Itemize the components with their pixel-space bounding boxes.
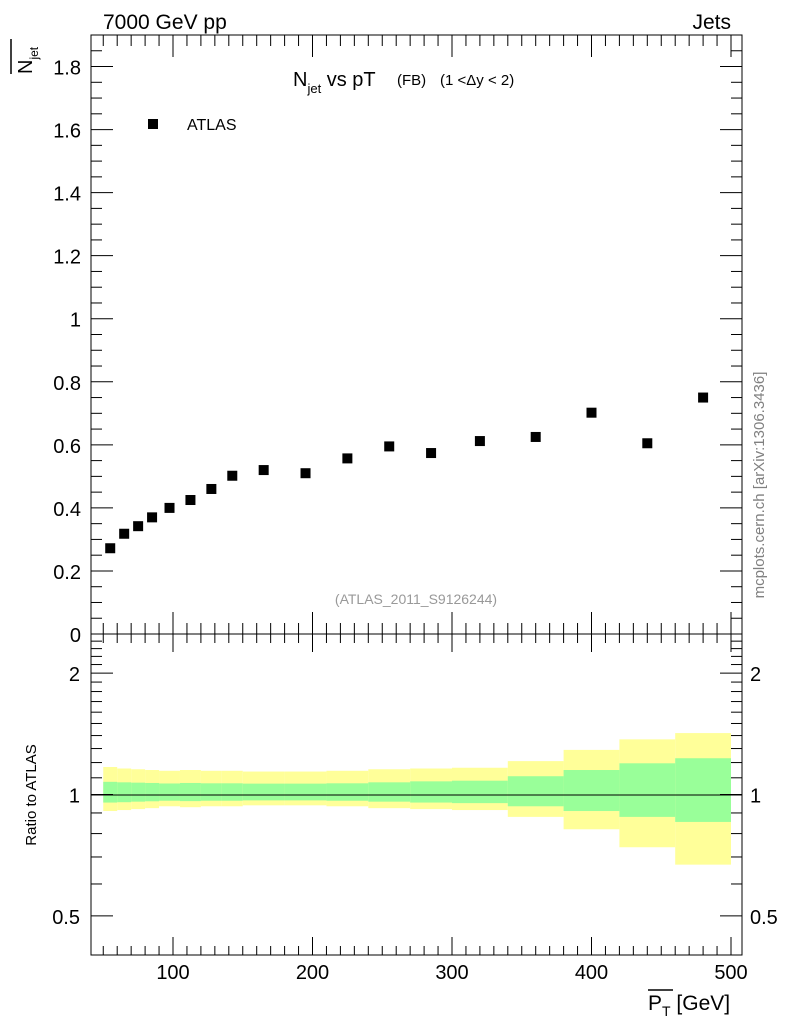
- x-label-unit: [GeV]: [671, 992, 731, 1015]
- ratio-y-tick-label-right: 0.5: [750, 907, 778, 929]
- ratio-stat-band-bin: [242, 783, 285, 801]
- ratio-stat-band-bin: [117, 782, 132, 803]
- atlas-data-point: [642, 438, 653, 449]
- atlas-data-point: [300, 468, 311, 479]
- atlas-data-point: [586, 407, 597, 418]
- legend-label-atlas: ATLAS: [187, 117, 237, 134]
- x-label-sub: T: [662, 1003, 671, 1019]
- ratio-uncertainty-bands: [103, 733, 731, 865]
- atlas-data-point: [147, 512, 158, 523]
- header-right-label: Jets: [692, 11, 731, 34]
- x-tick-label: 300: [435, 962, 468, 984]
- atlas-data-point: [426, 448, 437, 459]
- ratio-stat-band-bin: [200, 783, 222, 801]
- ratio-y-axis-label: Ratio to ATLAS: [23, 744, 40, 845]
- ratio-y-tick-label-right: 2: [750, 664, 761, 686]
- ratio-stat-band-bin: [619, 763, 676, 817]
- ratio-stat-band-bin: [131, 782, 146, 802]
- main-y-label-text: Njet: [15, 46, 41, 74]
- atlas-data-point: [474, 436, 485, 447]
- atlas-data-point: [342, 453, 353, 464]
- main-y-ticks: 0 0.2 0.4 0.6 0.8 1 1.2 1.4 1.6 1.8: [53, 34, 742, 647]
- ratio-y-tick-label-right: 1: [750, 786, 761, 808]
- ratio-x-ticks: 100 200 300 400 500: [102, 634, 748, 984]
- main-y-label-main: N: [15, 60, 37, 74]
- main-y-tick-label: 0: [70, 625, 81, 647]
- x-tick-label: 500: [714, 962, 747, 984]
- ratio-stat-band-bin: [563, 770, 620, 812]
- chart-title-rest: vs pT: [321, 69, 375, 91]
- ratio-stat-band-bin: [452, 780, 508, 804]
- atlas-data-point: [119, 528, 130, 539]
- atlas-data-point: [384, 441, 395, 452]
- chart-title: Njet vs pT: [293, 69, 376, 96]
- x-tick-label: 400: [575, 962, 608, 984]
- main-y-tick-label: 0.4: [53, 499, 81, 521]
- ratio-stat-band-bin: [410, 781, 452, 803]
- ratio-y-tick-label-left: 2: [69, 664, 80, 686]
- main-y-tick-label: 0.8: [53, 373, 81, 395]
- chart-title-main: N: [293, 69, 307, 91]
- side-label: mcplots.cern.ch [arXiv:1306.3436]: [751, 372, 768, 599]
- ratio-stat-band-bin: [145, 782, 160, 802]
- atlas-data-point: [227, 470, 238, 481]
- atlas-data-point: [206, 483, 217, 494]
- main-y-tick-label: 0.2: [53, 562, 81, 584]
- ratio-stat-band-bin: [103, 781, 118, 803]
- ratio-stat-band-bin: [179, 782, 201, 802]
- atlas-data-point: [105, 543, 116, 554]
- ratio-stat-band-bin: [159, 783, 180, 801]
- ratio-stat-band-bin: [507, 776, 564, 807]
- atlas-data-point: [698, 392, 709, 403]
- x-tick-label: 200: [296, 962, 329, 984]
- chart-title-condition: (1 <Δy < 2): [440, 72, 514, 89]
- atlas-data-point: [164, 502, 175, 513]
- main-x-ticks: [102, 35, 732, 634]
- main-y-tick-label: 1: [70, 310, 81, 332]
- x-label-main: P: [648, 992, 662, 1015]
- atlas-data-points: [105, 392, 709, 554]
- main-y-tick-label: 1.4: [53, 184, 81, 206]
- atlas-data-point: [530, 431, 541, 442]
- ratio-stat-band-bin: [675, 758, 731, 822]
- analysis-label: (ATLAS_2011_S9126244): [335, 591, 497, 607]
- main-y-axis-label: Njet: [10, 39, 41, 74]
- ratio-stat-band-bin: [221, 783, 243, 801]
- atlas-data-point: [133, 521, 144, 532]
- atlas-data-point: [185, 495, 196, 506]
- ratio-y-tick-label-left: 0.5: [52, 907, 80, 929]
- main-y-tick-label: 0.6: [53, 436, 81, 458]
- atlas-data-point: [258, 465, 269, 476]
- x-tick-label: 100: [156, 962, 189, 984]
- ratio-y-tick-label-left: 1: [69, 786, 80, 808]
- main-y-tick-label: 1.8: [53, 58, 81, 80]
- ratio-stat-band-bin: [284, 783, 327, 801]
- legend-marker-atlas: [148, 119, 158, 129]
- x-axis-label: PT [GeV]: [648, 989, 730, 1019]
- main-y-tick-label: 1.6: [53, 121, 81, 143]
- chart-title-sub: jet: [306, 81, 321, 96]
- main-y-tick-label: 1.2: [53, 247, 81, 269]
- main-panel: 0 0.2 0.4 0.6 0.8 1 1.2 1.4 1.6 1.8 Njet vs pT (F…: [10, 34, 743, 647]
- ratio-stat-band-bin: [368, 782, 411, 802]
- main-y-label-sub: jet: [27, 46, 41, 60]
- ratio-stat-band-bin: [326, 783, 369, 801]
- ratio-y-ticks: 0.5 0.5 1 1 2 2: [52, 633, 778, 956]
- header-left-label: 7000 GeV pp: [103, 11, 227, 34]
- chart-title-small: (FB): [397, 72, 426, 89]
- ratio-panel: 0.5 0.5 1 1 2 2 100 200 300 400 500 Ratio to ATLA…: [23, 633, 778, 1019]
- x-label-text: PT [GeV]: [648, 992, 730, 1019]
